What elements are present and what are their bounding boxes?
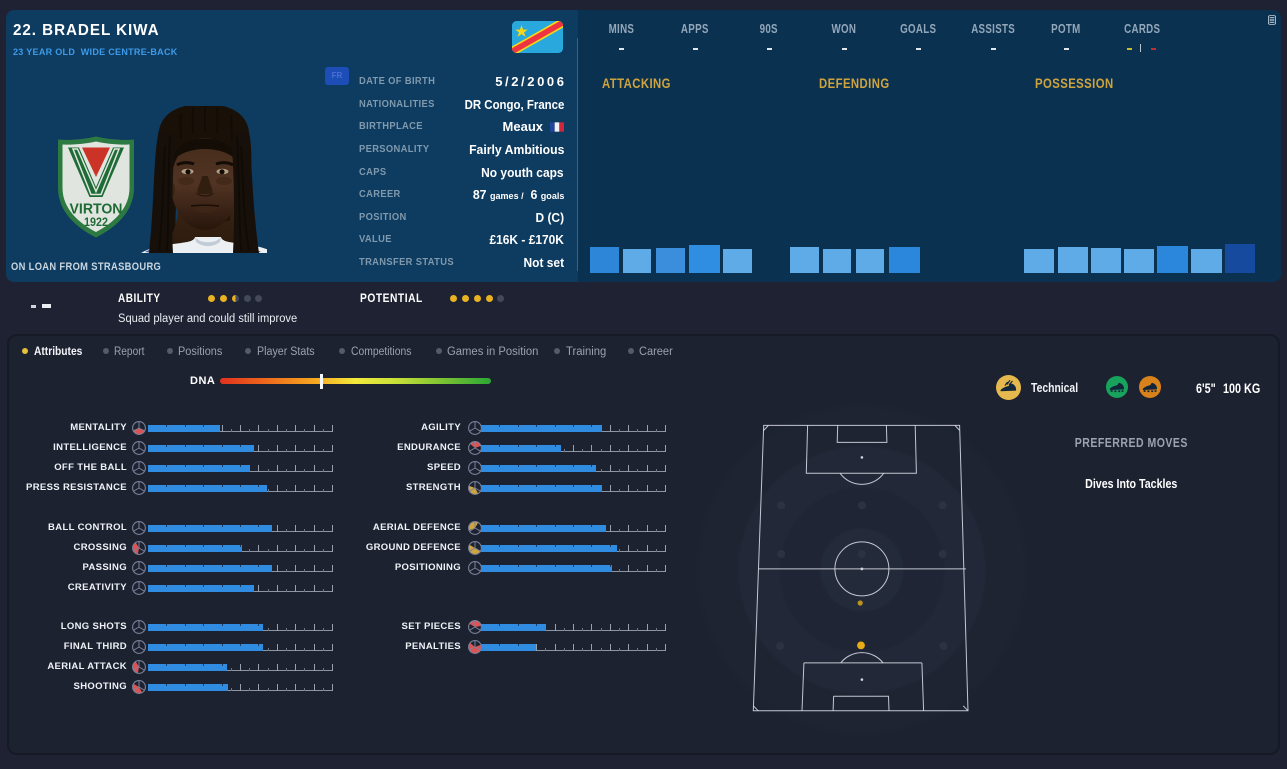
svg-text:1922: 1922	[84, 217, 108, 229]
svg-text:VIRTON: VIRTON	[70, 202, 123, 218]
